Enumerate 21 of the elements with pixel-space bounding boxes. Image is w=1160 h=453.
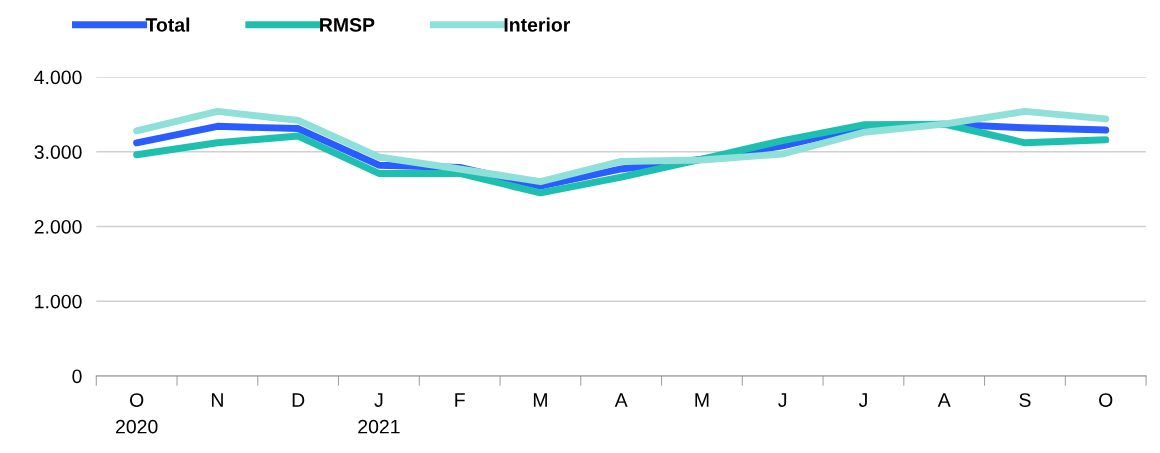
x-tick-label: A — [614, 393, 628, 407]
legend-label: Interior — [504, 17, 571, 32]
x-tick-label: O — [1099, 393, 1113, 407]
y-tick-label: 0 — [72, 369, 82, 384]
x-tick-label: M — [695, 393, 709, 407]
x-tick-label: O 2020 — [116, 393, 158, 434]
x-tick-label: J — [858, 393, 867, 407]
x-tick-label: J 2021 — [358, 393, 400, 434]
legend-label: Total — [145, 17, 190, 32]
x-tick-label: S — [1019, 393, 1031, 407]
y-tick-label: 4.000 — [34, 70, 82, 85]
x-tick-label: F — [455, 393, 465, 407]
x-tick-label: N — [211, 393, 223, 407]
y-tick-label: 1.000 — [35, 294, 82, 309]
x-tick-label: J — [778, 393, 787, 407]
x-tick-label: A — [937, 393, 951, 407]
y-tick-label: 2.000 — [34, 219, 82, 234]
legend-label: RMSP — [320, 18, 375, 32]
x-tick-label: D — [292, 393, 305, 407]
x-tick-label: M — [533, 393, 547, 407]
y-tick-label: 3.000 — [34, 145, 82, 159]
